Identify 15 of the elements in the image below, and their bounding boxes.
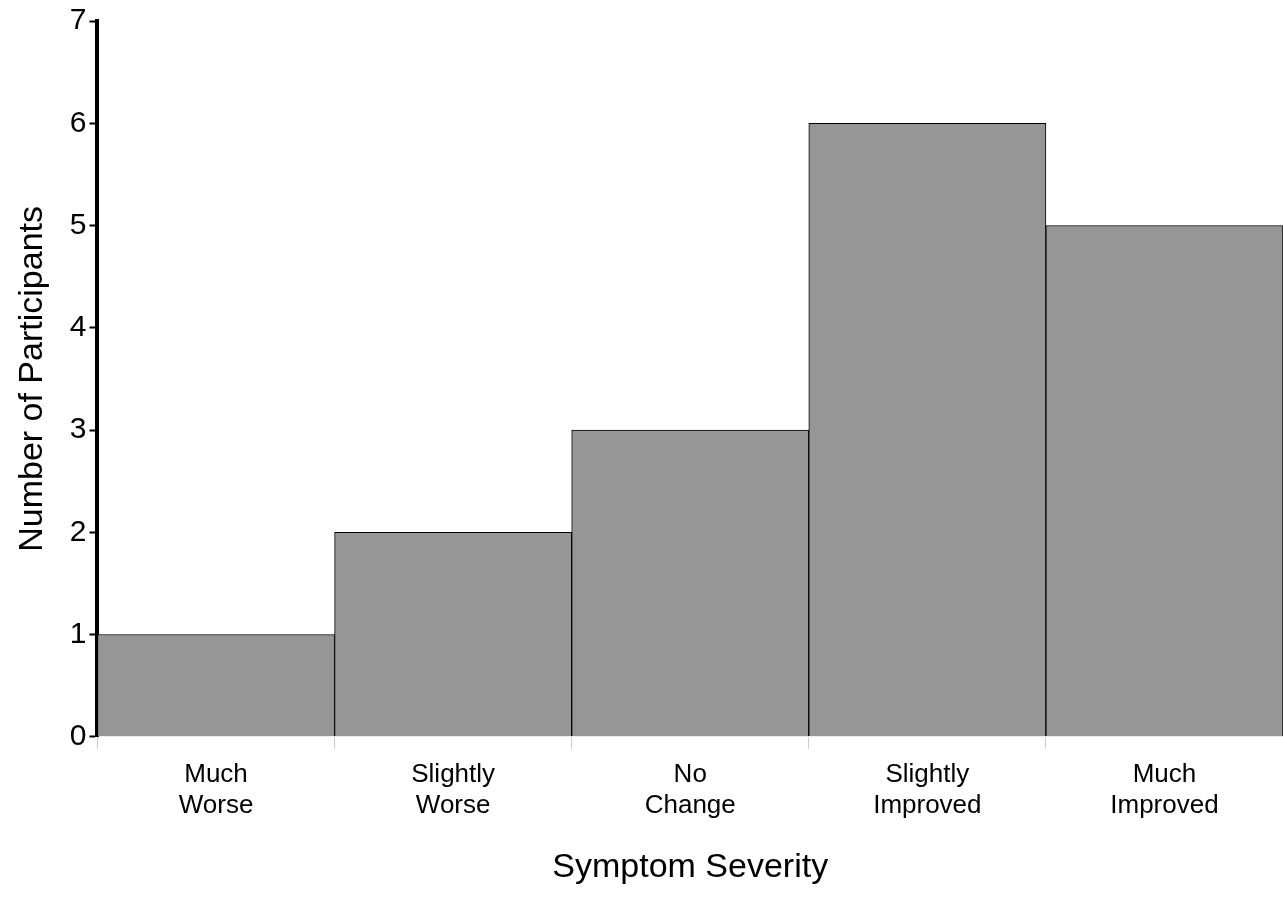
- y-tick-label: 1: [69, 615, 87, 649]
- y-tick-label: 0: [69, 718, 87, 752]
- x-tick-label: Slightly Worse: [411, 757, 496, 819]
- x-axis-title: Symptom Severity: [552, 845, 829, 884]
- y-tick-label: 4: [69, 309, 87, 343]
- x-tick-label: Much Worse: [178, 757, 254, 819]
- y-tick-label: 6: [69, 104, 87, 138]
- x-tick-label: Much Improved: [1110, 757, 1219, 819]
- y-axis-title: Number of Participants: [10, 205, 49, 552]
- x-tick-label: No Change: [644, 757, 736, 819]
- y-tick-label: 2: [69, 513, 87, 547]
- y-tick-label: 7: [69, 2, 87, 36]
- x-tick-label: Slightly Improved: [873, 757, 982, 819]
- y-tick-label: 5: [69, 206, 87, 240]
- y-tick-label: 3: [69, 411, 87, 445]
